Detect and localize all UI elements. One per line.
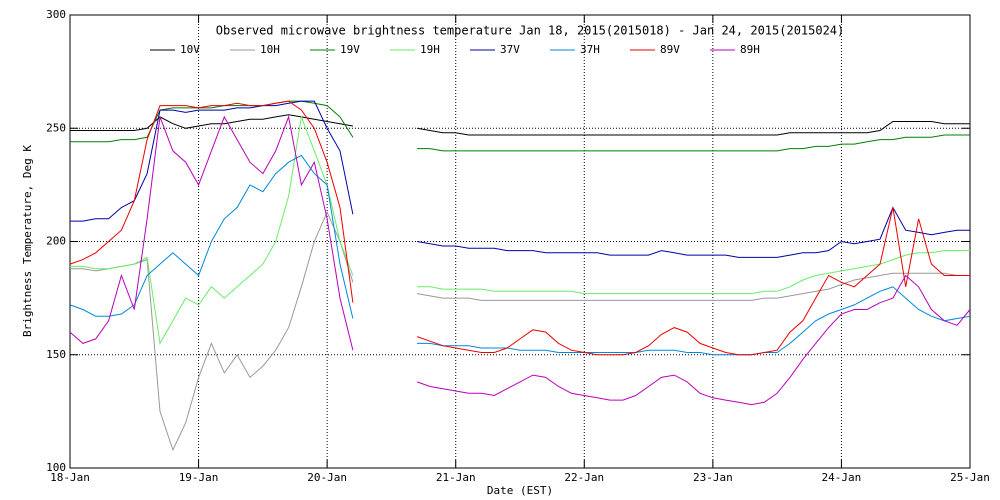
legend-label: 10H <box>260 43 280 56</box>
x-tick-label: 19-Jan <box>179 471 219 484</box>
y-tick-label: 250 <box>46 121 66 134</box>
legend-label: 19V <box>340 43 360 56</box>
legend-label: 37H <box>580 43 600 56</box>
data-line <box>69 115 971 406</box>
data-line <box>70 210 970 452</box>
x-tick-label: 22-Jan <box>564 471 604 484</box>
chart-title: Observed microwave brightness temperatur… <box>216 24 845 38</box>
data-line <box>70 114 970 345</box>
legend-label: 19H <box>420 43 440 56</box>
x-axis-label: Date (EST) <box>487 484 553 497</box>
data-line <box>70 100 970 258</box>
legend-label: 37V <box>500 43 520 56</box>
x-tick-label: 20-Jan <box>307 471 347 484</box>
legend-label: 89V <box>660 43 680 56</box>
y-tick-label: 150 <box>46 348 66 361</box>
y-axis-label: Brightness Temperature, Deg K <box>21 145 34 337</box>
data-line <box>70 100 970 152</box>
x-tick-label: 18-Jan <box>50 471 90 484</box>
x-tick-label: 24-Jan <box>822 471 862 484</box>
data-line <box>70 114 970 136</box>
legend-label: 10V <box>180 43 200 56</box>
x-tick-label: 21-Jan <box>436 471 476 484</box>
x-tick-label: 23-Jan <box>693 471 733 484</box>
y-tick-label: 200 <box>46 235 66 248</box>
y-tick-label: 100 <box>46 461 66 474</box>
x-tick-label: 25-Jan <box>950 471 990 484</box>
legend-label: 89H <box>740 43 760 56</box>
y-tick-label: 300 <box>46 8 66 21</box>
data-line <box>69 154 971 356</box>
data-line <box>69 100 970 356</box>
